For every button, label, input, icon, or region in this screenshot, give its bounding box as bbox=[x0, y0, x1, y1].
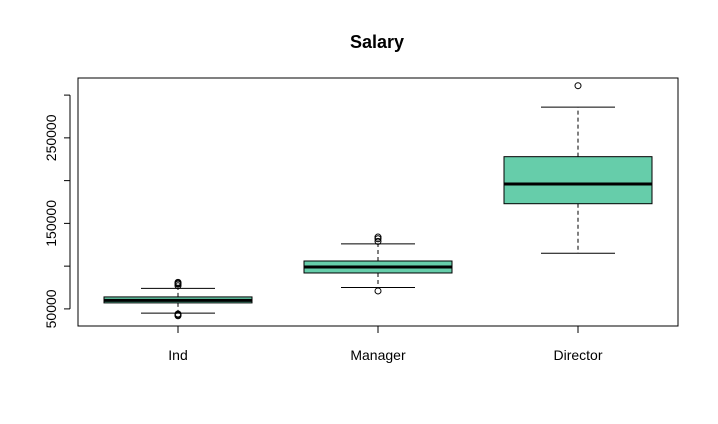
x-tick-label: Ind bbox=[168, 347, 187, 363]
box-ind bbox=[103, 278, 253, 320]
y-tick-label: 150000 bbox=[43, 200, 59, 247]
y-tick-label: 50000 bbox=[43, 289, 59, 328]
outlier-point bbox=[174, 310, 182, 318]
chart-title: Salary bbox=[350, 32, 404, 52]
box-manager bbox=[303, 233, 453, 295]
y-tick-label: 250000 bbox=[43, 114, 59, 161]
outlier-point bbox=[174, 278, 182, 286]
x-tick-label: Director bbox=[553, 347, 602, 363]
y-axis: 50000 150000 250000 bbox=[43, 94, 71, 328]
x-axis: Ind Manager Director bbox=[168, 325, 603, 363]
boxes-group bbox=[103, 82, 653, 320]
outlier-point bbox=[374, 287, 382, 295]
x-tick-label: Manager bbox=[350, 347, 406, 363]
outlier-point bbox=[374, 233, 382, 241]
box-director bbox=[503, 82, 653, 254]
box-iqr bbox=[503, 156, 653, 205]
outlier-point bbox=[574, 82, 582, 90]
outlier-point bbox=[374, 237, 382, 245]
